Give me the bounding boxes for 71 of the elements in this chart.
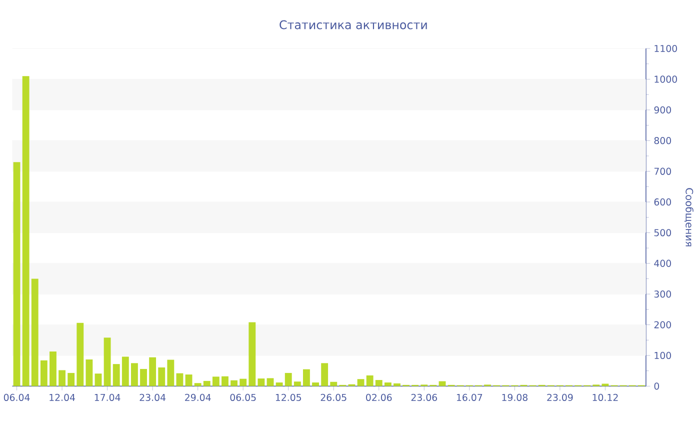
bar — [13, 162, 20, 386]
x-tick-label: 06.04 — [4, 394, 30, 402]
bar — [68, 373, 75, 386]
bar — [131, 363, 138, 386]
y-tick-label: 0 — [654, 382, 660, 390]
x-tick-label: 23.04 — [140, 394, 166, 402]
bar — [58, 370, 66, 386]
y-tick-label: 300 — [654, 290, 671, 298]
bar — [50, 352, 56, 386]
bar — [357, 379, 364, 386]
bar — [276, 382, 283, 386]
bar — [394, 384, 400, 386]
x-tick-label: 19.08 — [502, 394, 528, 402]
bar — [375, 380, 382, 386]
y-tick-label: 800 — [654, 137, 671, 144]
bar — [76, 323, 84, 386]
y-tick-label: 1100 — [654, 45, 677, 52]
bar — [104, 338, 111, 386]
y-tick-label: 1000 — [654, 76, 677, 83]
bar — [94, 374, 102, 386]
x-tick-label: 29.04 — [185, 394, 211, 402]
y-tick-label: 600 — [654, 198, 671, 206]
bar — [140, 369, 147, 386]
y-tick-label: 200 — [654, 321, 671, 328]
y-axis-title: Сообщения — [684, 188, 694, 246]
x-tick-label: 10.12 — [592, 394, 618, 402]
x-tick-label: 02.06 — [366, 394, 392, 402]
x-tick-label: 16.07 — [457, 394, 482, 402]
bar — [303, 369, 310, 386]
bar — [384, 382, 392, 386]
bar — [112, 364, 120, 386]
bar — [230, 380, 238, 386]
x-tick-label: 17.04 — [94, 394, 120, 402]
bar — [602, 384, 609, 386]
bar — [222, 376, 228, 386]
chart-title: Статистика активности — [280, 20, 427, 30]
bar — [330, 382, 338, 386]
bar — [284, 373, 292, 386]
bar — [185, 374, 192, 386]
bar — [248, 322, 256, 386]
bar — [321, 363, 328, 386]
bar — [366, 376, 374, 386]
x-tick-label: 12.05 — [276, 394, 302, 402]
bar — [294, 382, 301, 386]
bar — [212, 376, 220, 386]
bar — [312, 382, 319, 386]
bar — [438, 381, 446, 386]
x-tick-label: 26.05 — [320, 394, 346, 402]
y-tick-label: 400 — [654, 260, 671, 268]
bar — [158, 368, 166, 386]
x-tick-label: 06.05 — [230, 394, 256, 402]
y-tick-label: 500 — [654, 229, 671, 236]
bar — [176, 373, 184, 386]
bar — [240, 378, 247, 386]
bar — [40, 360, 48, 386]
x-tick-label: 23.09 — [547, 394, 573, 402]
bar — [203, 381, 210, 386]
bar — [266, 378, 274, 386]
y-tick-label: 700 — [654, 168, 671, 175]
bar — [167, 360, 174, 386]
x-tick-label: 12.04 — [50, 394, 75, 402]
bar — [258, 378, 265, 386]
bar — [31, 278, 38, 386]
bar — [86, 360, 93, 386]
x-tick-label: 23.06 — [411, 394, 438, 402]
bar — [22, 76, 30, 386]
bar — [194, 383, 202, 386]
bar — [122, 356, 129, 386]
bar — [149, 357, 156, 386]
y-tick-label: 100 — [654, 352, 671, 360]
y-tick-label: 900 — [654, 106, 671, 114]
